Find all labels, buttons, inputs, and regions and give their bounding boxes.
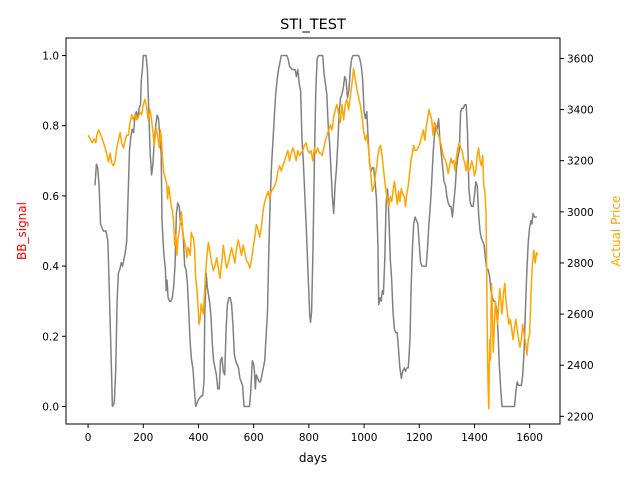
x-tick-label: 600: [244, 432, 264, 444]
actual-price-line: [87, 67, 539, 410]
x-tick-label: 1400: [461, 432, 488, 444]
y-left-tick-label: 0.6: [42, 191, 59, 203]
y-axis-left-label: BB_signal: [15, 202, 29, 260]
x-tick-label: 1600: [516, 432, 543, 444]
y-right-tick-label: 3400: [567, 105, 594, 117]
y-right-tick-label: 2600: [567, 309, 594, 321]
x-axis: 0 200 400 600 800 1000 1200 1400 1600: [85, 424, 543, 444]
y-right-tick-label: 3600: [567, 53, 594, 65]
chart-title: STI_TEST: [280, 17, 346, 33]
x-tick-label: 800: [299, 432, 319, 444]
y-right-tick-label: 2800: [567, 258, 594, 270]
y-axis-right-label: Actual Price: [609, 196, 623, 267]
series-layer: [87, 54, 539, 410]
plot-frame: [65, 37, 561, 425]
y-right-tick-label: 3200: [567, 156, 594, 168]
x-tick-label: 0: [85, 432, 92, 444]
y-left-tick-label: 0.4: [42, 261, 59, 273]
y-axis-right: 2200 2400 2600 2800 3000 3200 3400 3600: [560, 53, 594, 423]
bb-signal-line: [94, 54, 537, 408]
x-tick-label: 200: [133, 432, 153, 444]
y-right-tick-label: 2200: [567, 411, 594, 423]
x-axis-label: days: [299, 451, 327, 465]
x-tick-label: 400: [188, 432, 208, 444]
y-left-tick-label: 1.0: [42, 51, 59, 63]
x-tick-label: 1200: [406, 432, 433, 444]
y-left-tick-label: 0.0: [42, 401, 59, 413]
x-tick-label: 1000: [351, 432, 378, 444]
y-left-tick-label: 0.2: [42, 331, 59, 343]
y-right-tick-label: 3000: [567, 207, 594, 219]
y-right-tick-label: 2400: [567, 360, 594, 372]
y-axis-left: 0.0 0.2 0.4 0.6 0.8 1.0: [42, 51, 66, 413]
y-left-tick-label: 0.8: [42, 121, 59, 133]
